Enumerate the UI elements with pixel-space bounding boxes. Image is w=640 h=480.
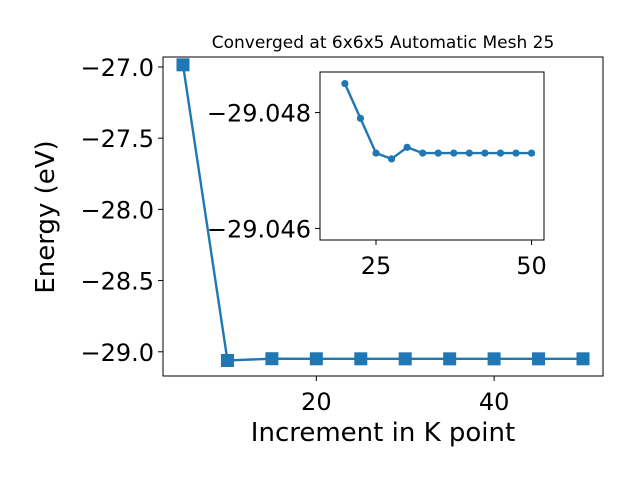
inset-data-point bbox=[387, 155, 396, 163]
inset-data-point bbox=[512, 149, 520, 157]
inset-x-tick-label: 50 bbox=[516, 252, 547, 280]
main-y-tick-label: −28.0 bbox=[80, 196, 154, 224]
main-data-point bbox=[309, 352, 323, 366]
main-x-tick-label: 40 bbox=[479, 388, 510, 416]
inset-y-tick-label: −29.048 bbox=[207, 100, 311, 128]
main-frame bbox=[162, 56, 604, 377]
main-x-tick-label: 20 bbox=[301, 388, 332, 416]
main-data-point bbox=[532, 352, 546, 366]
inset-x-tick-label: 25 bbox=[361, 252, 392, 280]
main-data-point bbox=[354, 352, 368, 366]
main-data-point bbox=[176, 58, 190, 72]
main-y-tick-label: −29.0 bbox=[80, 339, 154, 367]
main-data-point bbox=[443, 352, 457, 366]
inset-plot-area: 25 50 −29.048 −29.046 bbox=[207, 71, 547, 280]
inset-data-point bbox=[481, 149, 489, 157]
main-data-point bbox=[265, 352, 279, 366]
y-axis-label: Energy (eV) bbox=[31, 140, 61, 293]
inset-data-point bbox=[372, 149, 380, 157]
main-data-point bbox=[487, 352, 501, 366]
main-y-tick-label: −27.5 bbox=[80, 125, 154, 153]
main-data-point bbox=[398, 352, 412, 366]
inset-data-point bbox=[450, 149, 458, 157]
main-series-group bbox=[176, 58, 590, 367]
inset-series-group bbox=[341, 79, 536, 163]
inset-y-tick-label: −29.046 bbox=[207, 215, 311, 243]
main-data-point bbox=[220, 353, 234, 367]
inset-data-point bbox=[434, 149, 442, 157]
x-axis-label: Increment in K point bbox=[251, 418, 515, 448]
main-series-line bbox=[181, 63, 585, 362]
chart-title: Converged at 6x6x5 Automatic Mesh 25 bbox=[212, 33, 555, 53]
inset-background bbox=[320, 72, 544, 240]
inset-frame bbox=[319, 71, 545, 241]
inset-data-point bbox=[341, 79, 349, 88]
inset-data-point bbox=[403, 143, 411, 151]
inset-data-point bbox=[465, 149, 473, 157]
main-y-tick-label: −27.0 bbox=[80, 54, 154, 82]
main-data-point bbox=[576, 352, 590, 366]
inset-data-point bbox=[419, 149, 427, 157]
inset-data-point bbox=[527, 149, 536, 157]
inset-data-point bbox=[496, 149, 505, 157]
main-y-tick-label: −28.5 bbox=[80, 268, 154, 296]
inset-data-point bbox=[356, 114, 365, 122]
